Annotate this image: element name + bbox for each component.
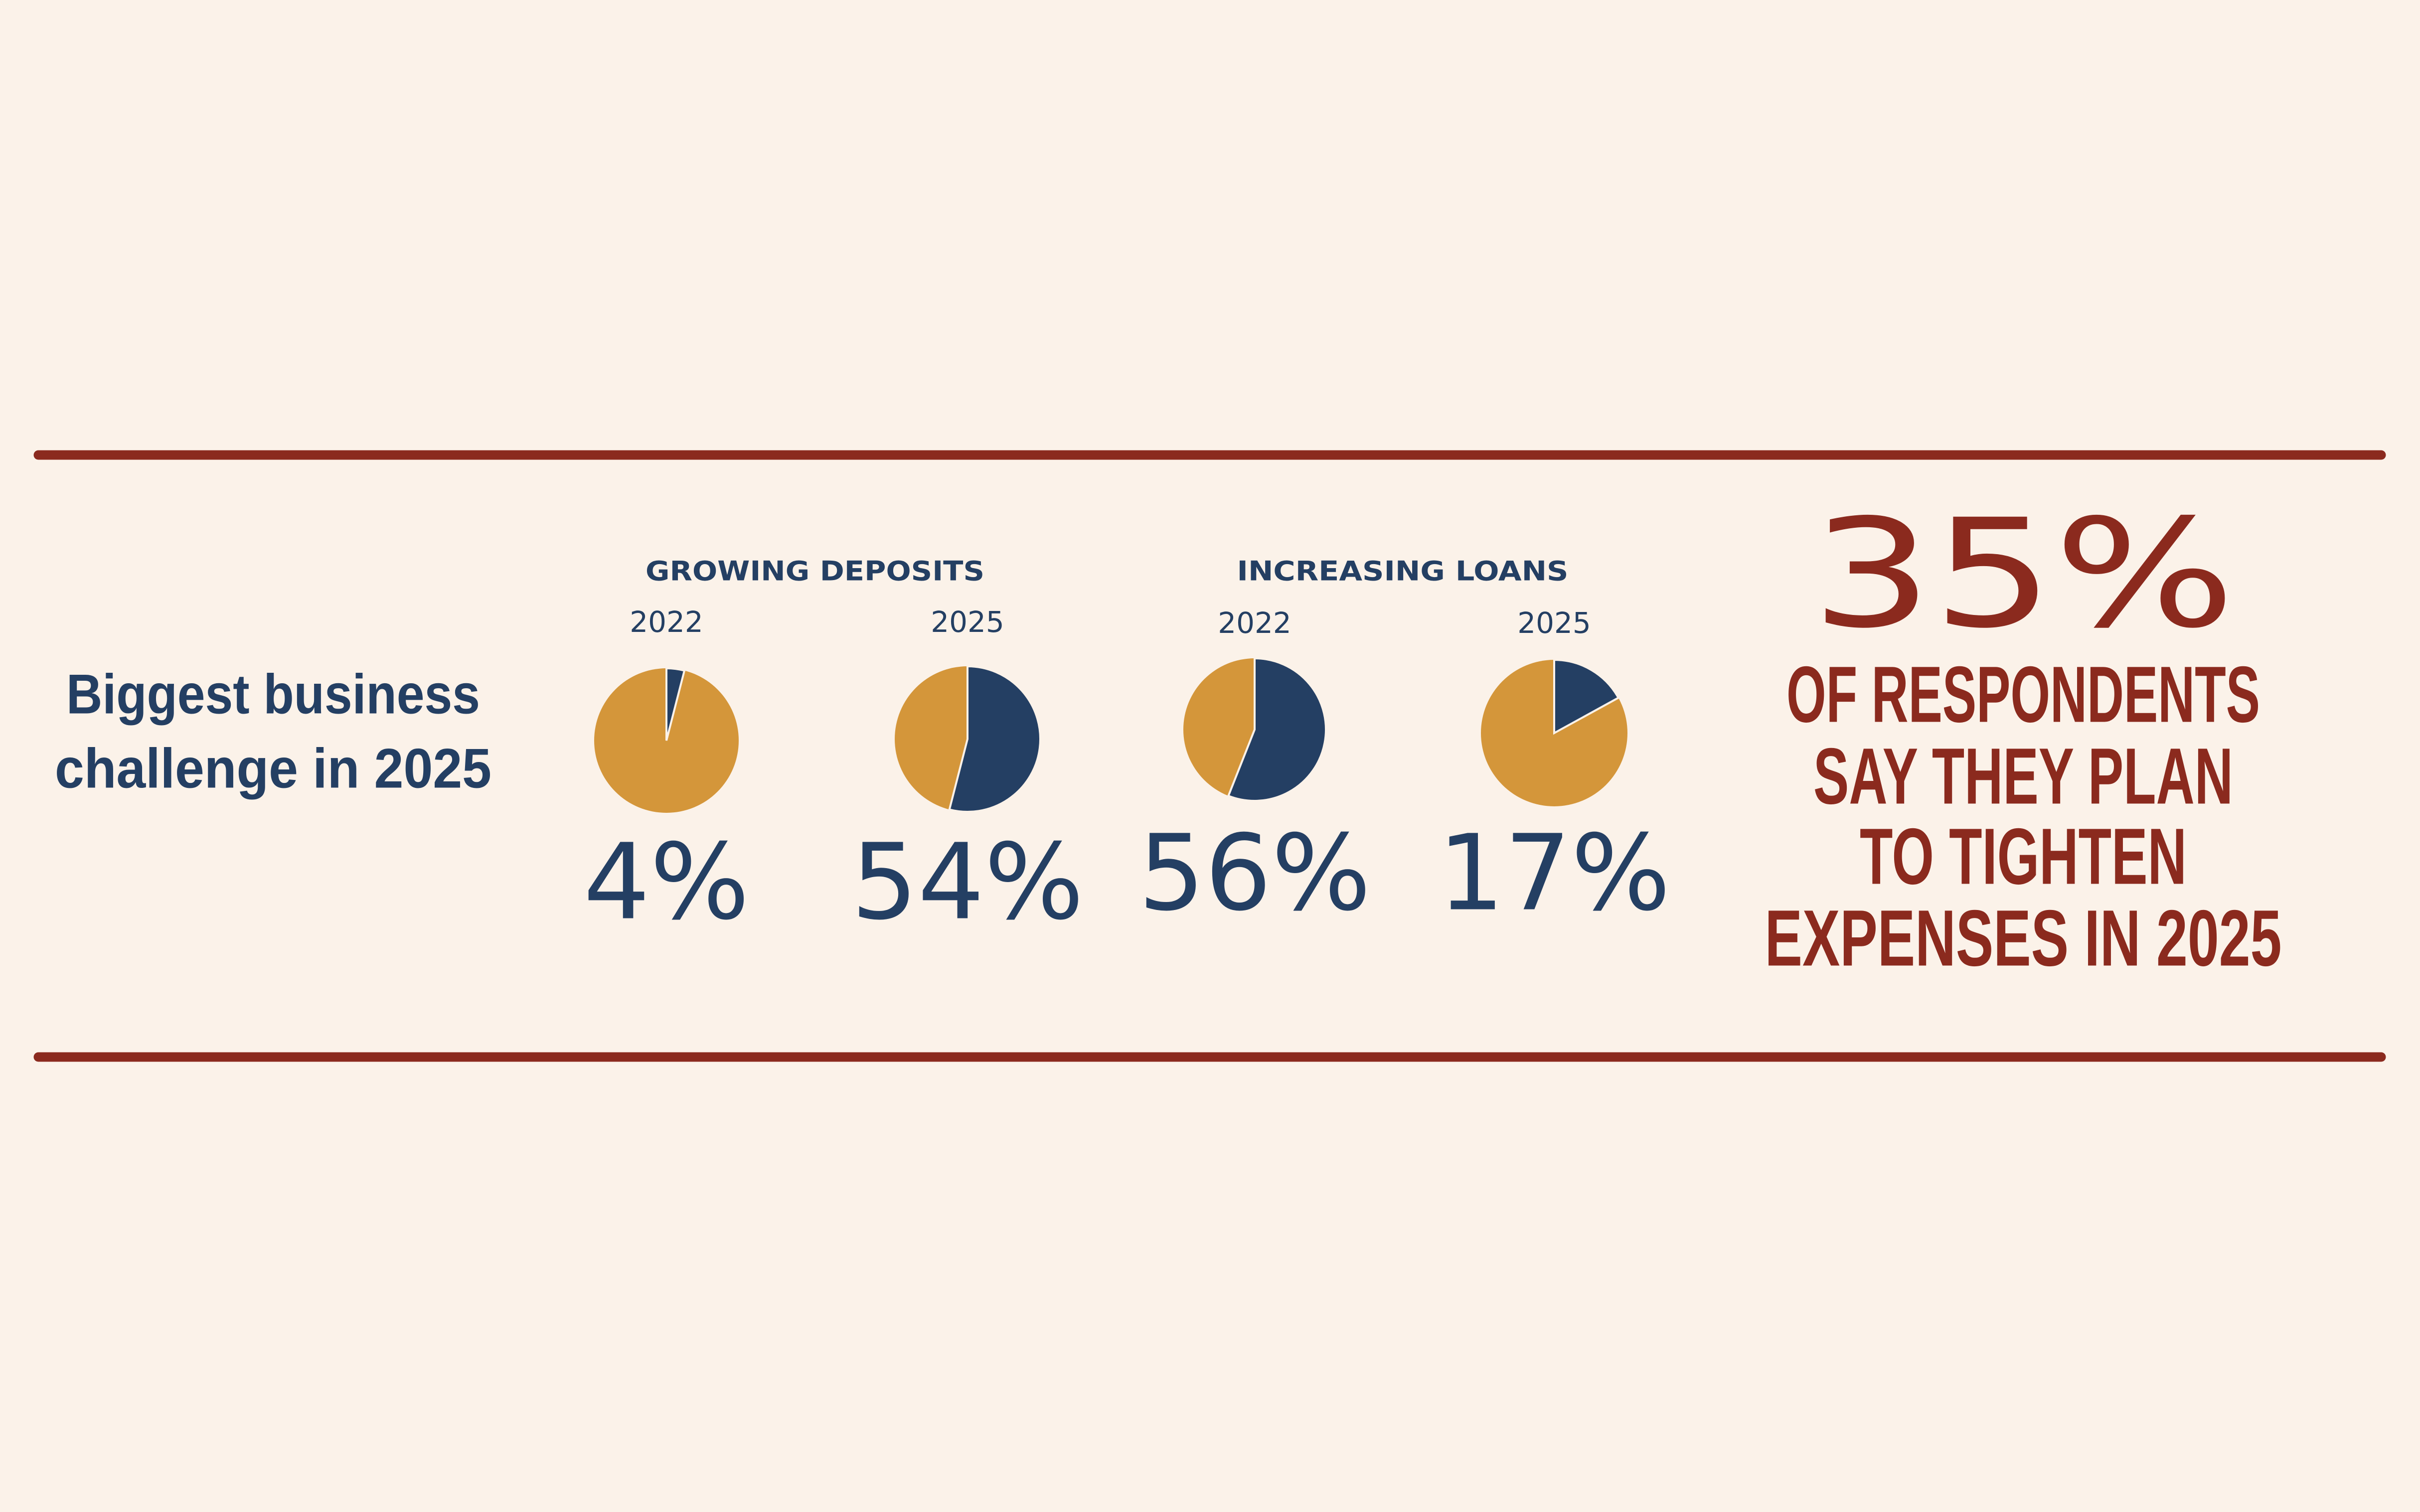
pie-slice (948, 665, 1042, 813)
group-title: GROWING DEPOSITS (645, 556, 984, 587)
pie-title: 2025 (1517, 606, 1591, 640)
pie-slice (1227, 657, 1327, 802)
pie-title: 2022 (630, 605, 703, 639)
headline: challenge in 2025 (55, 738, 491, 800)
value-label: 4% (583, 821, 749, 943)
group-title: INCREASING LOANS (1237, 556, 1569, 587)
value-label: 56% (1138, 812, 1371, 934)
callout-text: OF RESPONDENTS (1786, 650, 2260, 739)
pie-title: 2022 (1218, 606, 1291, 640)
callout-text: TO TIGHTEN (1860, 812, 2187, 901)
pie-slice (665, 667, 686, 741)
pie-slice (1553, 658, 1620, 735)
callout-text: SAY THEY PLAN (1813, 732, 2233, 821)
callout-value: 35% (1811, 487, 2236, 661)
value-label: 17% (1438, 812, 1671, 934)
pie-title: 2025 (931, 605, 1004, 639)
headline: Biggest business (66, 663, 480, 726)
value-label: 54% (851, 821, 1084, 943)
callout-text: EXPENSES IN 2025 (1765, 894, 2282, 983)
